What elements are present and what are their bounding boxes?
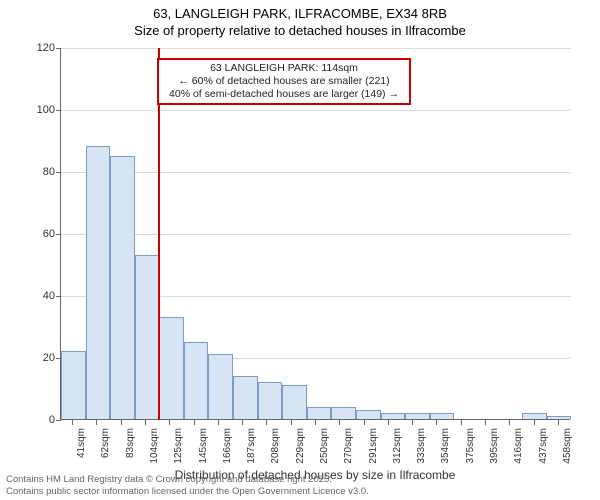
x-tick-label: 166sqm bbox=[222, 428, 233, 464]
bar bbox=[258, 382, 283, 419]
title-line1: 63, LANGLEIGH PARK, ILFRACOMBE, EX34 8RB bbox=[0, 6, 600, 23]
x-tick-label: 250sqm bbox=[319, 428, 330, 464]
x-tick-label: 395sqm bbox=[489, 428, 500, 464]
chart-title-block: 63, LANGLEIGH PARK, ILFRACOMBE, EX34 8RB… bbox=[0, 0, 600, 40]
x-tick-label: 229sqm bbox=[295, 428, 306, 464]
x-tick-label: 62sqm bbox=[100, 428, 111, 458]
x-tick-label: 83sqm bbox=[125, 428, 136, 458]
bar bbox=[233, 376, 258, 419]
x-tick-label: 333sqm bbox=[416, 428, 427, 464]
annotation-line1: 63 LANGLEIGH PARK: 114sqm bbox=[165, 62, 403, 75]
x-tick-label: 291sqm bbox=[368, 428, 379, 464]
y-tick-label: 120 bbox=[25, 42, 55, 54]
attribution-footer: Contains HM Land Registry data © Crown c… bbox=[6, 474, 369, 498]
x-tick-label: 208sqm bbox=[270, 428, 281, 464]
y-tick-label: 100 bbox=[25, 104, 55, 116]
bar bbox=[405, 413, 430, 419]
x-tick-label: 41sqm bbox=[76, 428, 87, 458]
annotation-line2: ← 60% of detached houses are smaller (22… bbox=[165, 75, 403, 88]
chart-container: Number of detached properties 0204060801… bbox=[60, 48, 570, 420]
bar bbox=[135, 255, 160, 419]
x-tick-label: 375sqm bbox=[465, 428, 476, 464]
x-tick-label: 437sqm bbox=[538, 428, 549, 464]
y-tick-label: 0 bbox=[25, 414, 55, 426]
x-tick-label: 458sqm bbox=[562, 428, 573, 464]
x-tick-label: 354sqm bbox=[440, 428, 451, 464]
x-tick-label: 312sqm bbox=[392, 428, 403, 464]
footer-line2: Contains public sector information licen… bbox=[6, 486, 369, 498]
bar bbox=[307, 407, 332, 419]
annotation-line3: 40% of semi-detached houses are larger (… bbox=[165, 88, 403, 101]
x-tick-label: 270sqm bbox=[343, 428, 354, 464]
y-tick-label: 80 bbox=[25, 166, 55, 178]
x-tick-label: 145sqm bbox=[198, 428, 209, 464]
bar bbox=[86, 146, 111, 419]
annotation-callout: 63 LANGLEIGH PARK: 114sqm ← 60% of detac… bbox=[157, 58, 411, 105]
x-tick-label: 416sqm bbox=[513, 428, 524, 464]
x-tick-label: 104sqm bbox=[149, 428, 160, 464]
x-tick-label: 187sqm bbox=[246, 428, 257, 464]
bar bbox=[61, 351, 86, 419]
bar bbox=[522, 413, 547, 419]
bar bbox=[159, 317, 184, 419]
bar bbox=[381, 413, 406, 419]
y-tick-label: 20 bbox=[25, 352, 55, 364]
title-line2: Size of property relative to detached ho… bbox=[0, 23, 600, 40]
bar bbox=[208, 354, 233, 419]
bar bbox=[110, 156, 135, 420]
plot-area: Number of detached properties 0204060801… bbox=[60, 48, 570, 420]
bar bbox=[184, 342, 209, 420]
bar bbox=[331, 407, 356, 419]
y-tick-label: 60 bbox=[25, 228, 55, 240]
bar bbox=[547, 416, 572, 419]
footer-line1: Contains HM Land Registry data © Crown c… bbox=[6, 474, 369, 486]
y-tick-label: 40 bbox=[25, 290, 55, 302]
bar bbox=[356, 410, 381, 419]
bar bbox=[430, 413, 455, 419]
x-tick-label: 125sqm bbox=[173, 428, 184, 464]
bar bbox=[282, 385, 307, 419]
